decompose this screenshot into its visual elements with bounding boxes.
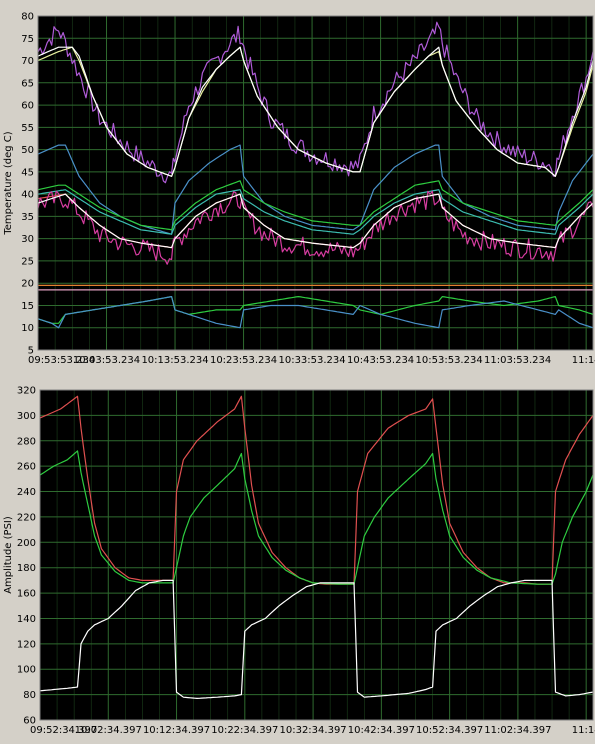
- x-tick-label: 11:02:34.397: [484, 725, 551, 736]
- x-tick-label: 10:23:53.234: [210, 355, 277, 366]
- y-tick-label: 60: [21, 101, 34, 112]
- x-tick-label: 10:52:34.397: [416, 725, 483, 736]
- amplitude-chart: 60 80 100 120 140 160 180 200 220 240 260 280 300 320…: [0, 372, 595, 744]
- y-tick-label: 55: [21, 123, 34, 134]
- x-tick-label: 10:32:34.397: [279, 725, 346, 736]
- series-line-white: [38, 193, 593, 249]
- x-tick-label: 10:02:34.397: [75, 725, 142, 736]
- series-line-blue: [38, 296, 593, 329]
- x-tick-label: 10:03:53.234: [73, 355, 140, 366]
- y-tick-label: 200: [17, 538, 36, 549]
- x-tick-label: 10:33:53.234: [278, 355, 345, 366]
- amplitude-chart-svg: 60 80 100 120 140 160 180 200 220 240 260 280 300 320…: [3, 386, 595, 737]
- y-tick-label: 140: [17, 614, 36, 625]
- series-line-white: [38, 46, 593, 177]
- y-tick-label: 120: [17, 639, 36, 650]
- y-tick-label: 180: [17, 563, 36, 574]
- y-axis-label: Amplitude (PSI): [3, 516, 14, 594]
- series-line-green: [38, 180, 593, 231]
- plot-frame: [37, 15, 594, 351]
- x-tick-label: 09:52:34.397: [30, 725, 97, 736]
- y-axis-label: Temperature (deg C): [3, 131, 14, 235]
- x-tick-label: 11:14: [572, 725, 595, 736]
- y-tick-label: 45: [21, 167, 34, 178]
- y-tick-label: 65: [21, 78, 34, 89]
- y-tick-label: 300: [17, 411, 36, 422]
- y-tick-label: 160: [17, 589, 36, 600]
- y-tick-label: 10: [21, 323, 34, 334]
- y-tick-label: 100: [17, 665, 36, 676]
- x-tick-label: 09:53:53.234: [28, 355, 95, 366]
- x-tick-label: 10:42:34.397: [348, 725, 415, 736]
- x-tick-label: 11:03:53.234: [484, 355, 551, 366]
- y-tick-label: 260: [17, 462, 36, 473]
- y-tick-label: 240: [17, 487, 36, 498]
- x-tick-label: 10:53:53.234: [416, 355, 483, 366]
- y-tick-label: 30: [21, 234, 34, 245]
- series-line-white: [40, 579, 593, 699]
- x-tick-label: 10:12:34.397: [143, 725, 210, 736]
- series-group: [40, 395, 593, 699]
- y-tick-label: 25: [21, 256, 34, 267]
- series-group: [38, 21, 593, 329]
- y-tick-label: 220: [17, 512, 36, 523]
- x-tick-label: 11:14: [572, 355, 595, 366]
- y-tick-label: 5: [28, 346, 34, 357]
- y-tick-label: 60: [23, 716, 36, 727]
- temperature-chart-svg: 5 10 15 20 25 30 35 40 45 50 55 60 65 70 75 80 09:53:53.…: [3, 12, 595, 367]
- y-tick-label: 80: [23, 690, 36, 701]
- series-line-teal: [38, 189, 593, 235]
- x-tick-label: 10:43:53.234: [347, 355, 414, 366]
- x-tick-label: 10:13:53.234: [141, 355, 208, 366]
- y-tick-label: 40: [21, 190, 34, 201]
- y-tick-label: 70: [21, 56, 34, 67]
- series-line-purple: [38, 21, 593, 184]
- y-tick-label: 15: [21, 301, 34, 312]
- plot-area: [40, 390, 593, 720]
- y-tick-label: 50: [21, 145, 34, 156]
- series-line-green: [40, 450, 593, 585]
- y-tick-label: 75: [21, 34, 34, 45]
- plot-frame: [39, 389, 594, 721]
- y-tick-label: 320: [17, 386, 36, 397]
- series-line-magenta: [38, 190, 593, 265]
- y-tick-label: 280: [17, 436, 36, 447]
- x-tick-label: 10:22:34.397: [211, 725, 278, 736]
- y-tick-label: 80: [21, 12, 34, 23]
- y-tick-label: 35: [21, 212, 34, 223]
- y-tick-label: 20: [21, 279, 34, 290]
- temperature-chart: 5 10 15 20 25 30 35 40 45 50 55 60 65 70 75 80 09:53:53.…: [3, 12, 595, 367]
